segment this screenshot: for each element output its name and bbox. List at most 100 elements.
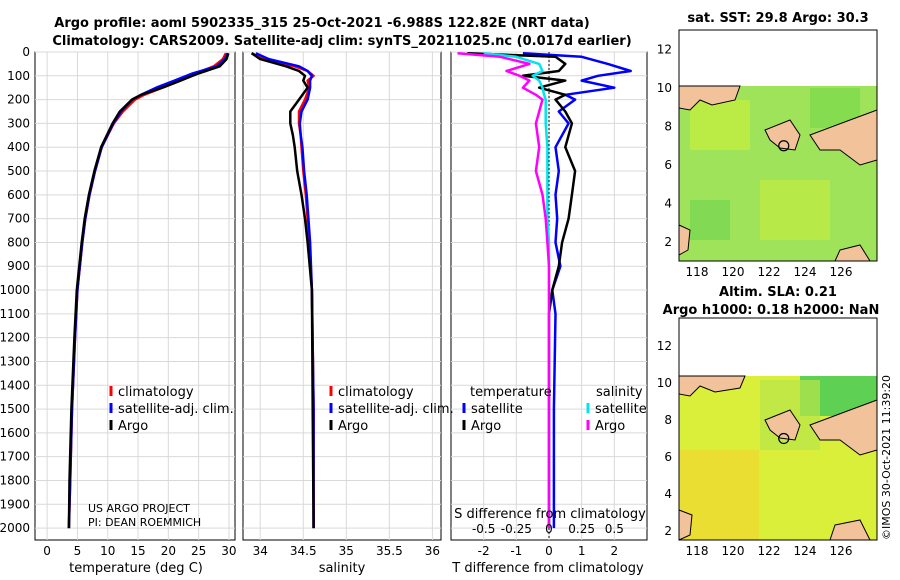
map-lon-tick: 122	[758, 544, 781, 558]
legend-climatology: climatology	[338, 385, 414, 400]
map-lat-tick: 8	[664, 119, 672, 133]
depth-tick-label: 1800	[0, 473, 30, 487]
sst-map-title: sat. SST: 29.8 Argo: 30.3	[687, 11, 868, 26]
sst-map	[678, 29, 878, 262]
depth-tick-label: 400	[7, 140, 30, 154]
temperature-panel	[34, 51, 236, 541]
map-lon-tick: 126	[830, 544, 853, 558]
depth-tick-label: 1900	[0, 497, 30, 511]
s-tick-label: -0.25	[501, 522, 532, 536]
legend-s-satellite: satellite	[595, 402, 647, 417]
depth-tick-label: 1200	[0, 331, 30, 345]
map-lon-tick: 120	[722, 265, 745, 279]
x-tick-label: 35	[339, 544, 354, 558]
x-tick-label: 34	[253, 544, 268, 558]
credit-pi: PI: DEAN ROEMMICH	[88, 516, 201, 529]
depth-tick-label: 1400	[0, 378, 30, 392]
map-lat-tick: 4	[664, 487, 672, 501]
map-lon-tick: 118	[686, 265, 709, 279]
legend-t-satellite: satellite	[471, 402, 523, 417]
map-lat-tick: 12	[657, 42, 672, 56]
title-line1: Argo profile: aoml 5902335_315 25-Oct-20…	[54, 16, 589, 31]
depth-tick-label: 2000	[0, 521, 30, 535]
depth-tick-label: 300	[7, 116, 30, 130]
x-tick-label: 5	[74, 544, 82, 558]
map-lon-tick: 124	[794, 265, 817, 279]
depth-tick-label: 1100	[0, 307, 30, 321]
x-tick-label: 25	[191, 544, 206, 558]
difference-xlabel-top: S difference from climatology	[454, 507, 646, 522]
map-lat-tick: 2	[664, 235, 672, 249]
difference-tick-labels: -2 -1 0 1 2 -0.5 -0.25 0 0.25 0.5	[472, 522, 624, 558]
difference-lines	[457, 51, 632, 529]
map-lon-tick: 120	[722, 544, 745, 558]
legend-climatology: climatology	[118, 385, 194, 400]
depth-tick-label: 700	[7, 212, 30, 226]
depth-tick-label: 200	[7, 93, 30, 107]
legend-temperature-title: temperature	[470, 385, 552, 400]
temperature-lines	[67, 52, 230, 529]
depth-tick-labels: 0 100 200 300 400 500 600 700 800 900 1000 1100 1200…	[0, 45, 30, 535]
difference-legend: temperature satellite Argo salinity sate…	[462, 385, 647, 434]
map-lat-tick: 8	[664, 413, 672, 427]
depth-tick-label: 0	[22, 45, 30, 59]
temperature-xlabel: temperature (deg C)	[69, 561, 203, 576]
salinity-panel	[242, 51, 442, 541]
x-tick-label: -1	[510, 544, 522, 558]
series-line-salinity-argo	[457, 51, 551, 529]
map-lon-tick: 118	[686, 544, 709, 558]
salinity-xlabel: salinity	[319, 561, 366, 576]
difference-xlabel: T difference from climatology	[451, 561, 644, 576]
temperature-tick-labels: 0 5 10 15 20 25 30	[43, 544, 236, 558]
s-tick-label: 0	[545, 522, 553, 536]
x-tick-label: 0	[545, 544, 553, 558]
legend-argo: Argo	[338, 419, 368, 434]
credit-project: US ARGO PROJECT	[88, 502, 190, 515]
series-line-argo	[67, 52, 230, 529]
sla-map-title2: Argo h1000: 0.18 h2000: NaN	[663, 303, 880, 318]
map-lon-tick: 126	[830, 265, 853, 279]
series-line-argo	[250, 52, 315, 529]
depth-tick-label: 1600	[0, 426, 30, 440]
depth-tick-label: 900	[7, 259, 30, 273]
salinity-lines	[250, 52, 315, 529]
x-tick-label: 20	[161, 544, 176, 558]
legend-satellite: satellite-adj. clim.	[338, 402, 454, 417]
series-line-temperature-argo	[467, 51, 577, 529]
depth-tick-label: 1700	[0, 450, 30, 464]
legend-satellite: satellite-adj. clim.	[118, 402, 234, 417]
salinity-grid	[243, 51, 441, 540]
s-tick-label: -0.5	[472, 522, 495, 536]
map-lat-tick: 6	[664, 450, 672, 464]
depth-tick-label: 800	[7, 235, 30, 249]
temperature-legend: climatology satellite-adj. clim. Argo	[109, 385, 234, 434]
depth-tick-label: 1300	[0, 354, 30, 368]
x-tick-label: 15	[130, 544, 145, 558]
depth-tick-label: 600	[7, 188, 30, 202]
map-lat-tick: 12	[657, 339, 672, 353]
x-tick-label: -2	[478, 544, 490, 558]
s-tick-label: 0.5	[605, 522, 624, 536]
x-tick-label: 35.5	[376, 544, 403, 558]
map-lat-tick: 4	[664, 196, 672, 210]
imos-stamp: ©IMOS 30-Oct-2021 11:39:20	[880, 375, 893, 540]
map-lat-tick: 6	[664, 158, 672, 172]
series-line-satellite-adj-clim-	[255, 52, 315, 529]
depth-tick-label: 500	[7, 164, 30, 178]
x-tick-label: 2	[611, 544, 619, 558]
argo-position-marker	[778, 432, 790, 445]
x-tick-label: 30	[221, 544, 236, 558]
x-tick-label: 1	[578, 544, 586, 558]
map-lat-tick: 10	[657, 376, 672, 390]
argo-position-marker	[778, 140, 790, 152]
depth-tick-label: 1500	[0, 402, 30, 416]
legend-t-argo: Argo	[471, 419, 501, 434]
legend-argo: Argo	[118, 419, 148, 434]
x-tick-label: 10	[100, 544, 115, 558]
map-lon-tick: 122	[758, 265, 781, 279]
map-lat-tick: 2	[664, 524, 672, 538]
legend-s-argo: Argo	[595, 419, 625, 434]
salinity-tick-labels: 34 34.5 35 35.5 36	[253, 544, 440, 558]
